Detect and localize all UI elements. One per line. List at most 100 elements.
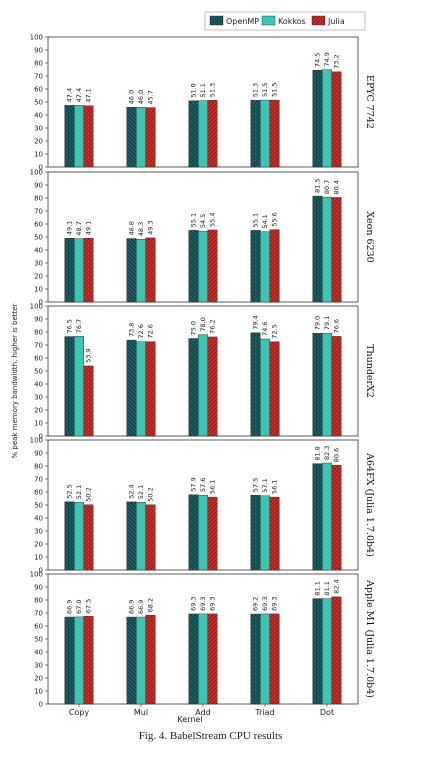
bar-value-label: 81.1 [323,581,331,595]
bar-value-label: 67.5 [85,599,93,613]
bar-julia-dot [331,336,342,437]
bar-value-label: 72.6 [137,324,145,338]
bar-value-label: 76.6 [333,319,341,333]
bar-kokkos-dot [322,462,332,571]
y-tick-label: 10 [34,687,43,695]
bar-value-label: 72.6 [147,324,155,338]
y-tick-label: 80 [34,596,43,604]
bar-julia-mul [145,341,156,437]
bar-kokkos-dot [322,196,332,303]
y-tick-label: 50 [34,367,43,375]
bar-julia-copy [83,105,94,168]
y-tick-label: 30 [34,259,43,267]
y-tick-label: 90 [34,449,43,457]
bar-openmp-copy [64,616,75,705]
x-tick-label: Dot [320,708,334,717]
y-tick-label: 80 [34,328,43,336]
bar-value-label: 78.0 [199,317,207,331]
bar-value-label: 79.0 [314,316,322,330]
bar-openmp-mul [126,238,137,303]
bar-value-label: 79.1 [323,316,331,330]
bar-kokkos-triad [260,495,270,571]
y-tick-label: 60 [34,354,43,362]
bar-value-label: 69.3 [209,596,217,610]
bar-value-label: 51.5 [271,83,279,97]
x-axis-label: Kernel [177,715,202,724]
y-tick-label: 80 [34,194,43,202]
bar-openmp-triad [250,230,261,303]
y-tick-label: 20 [34,540,43,548]
bar-kokkos-triad [260,231,270,303]
bar-value-label: 82.3 [323,446,331,460]
y-tick-label: 30 [34,527,43,535]
bar-value-label: 67.0 [75,599,83,613]
bar-julia-dot [331,465,342,571]
bar-openmp-copy [64,336,75,437]
y-tick-label: 60 [34,488,43,496]
y-tick-label: 10 [34,553,43,561]
y-tick-label: 70 [34,341,43,349]
bar-value-label: 51.3 [209,83,217,97]
bar-value-label: 69.2 [252,597,260,611]
bar-julia-add [207,613,218,705]
y-tick-label: 90 [34,181,43,189]
y-tick-label: 20 [34,137,43,145]
bar-openmp-add [188,100,199,168]
bar-value-label: 51.0 [190,83,198,97]
y-tick-label: 10 [34,150,43,158]
bar-value-label: 74.6 [261,322,269,336]
bar-kokkos-add [198,334,208,437]
bar-value-label: 81.5 [314,179,322,193]
y-tick-label: 30 [34,661,43,669]
bar-value-label: 50.2 [85,487,93,501]
bar-kokkos-mul [136,502,146,571]
bar-value-label: 57.9 [190,477,198,491]
bar-value-label: 52.1 [75,485,83,499]
bar-kokkos-copy [74,502,84,571]
bar-kokkos-add [198,494,208,571]
bar-julia-add [207,336,218,437]
y-tick-label: 70 [34,207,43,215]
bar-openmp-triad [250,613,261,705]
panel-title: ThunderX2 [364,344,375,398]
bar-value-label: 55.1 [252,213,260,227]
y-tick-label: 100 [30,302,43,310]
bar-kokkos-copy [74,238,84,303]
bar-kokkos-add [198,100,208,168]
y-tick-label: 70 [34,609,43,617]
bar-openmp-add [188,230,199,303]
y-tick-label: 60 [34,85,43,93]
bar-value-label: 75.0 [190,321,198,335]
bar-value-label: 80.4 [333,180,341,194]
bar-value-label: 51.3 [252,83,260,97]
bar-openmp-triad [250,332,261,437]
bar-openmp-mul [126,616,137,705]
y-tick-label: 0 [39,432,43,440]
bar-kokkos-dot [322,598,332,705]
bar-openmp-copy [64,237,75,303]
bar-value-label: 72.5 [271,324,279,338]
bar-kokkos-mul [136,106,146,168]
bar-value-label: 48.3 [137,222,145,236]
bar-value-label: 52.5 [66,484,74,498]
bar-julia-mul [145,504,156,571]
bar-value-label: 69.3 [190,596,198,610]
bar-kokkos-mul [136,341,146,437]
bar-value-label: 56.1 [209,480,217,494]
bar-julia-triad [269,613,280,705]
y-tick-label: 60 [34,220,43,228]
bar-value-label: 46.0 [137,90,145,104]
y-tick-label: 50 [34,635,43,643]
legend-label-julia: Julia [327,17,345,26]
bar-julia-triad [269,99,280,168]
bar-value-label: 45.7 [147,90,155,104]
panel-1: 0 10 20 30 40 50 60 70 80 90 100 49.1 48.7 49.1 48.8 48… [30,168,375,306]
bar-julia-mul [145,107,156,168]
y-tick-label: 90 [34,315,43,323]
bar-value-label: 74.5 [314,53,322,67]
x-tick-label: Add [195,708,211,717]
y-tick-label: 0 [39,700,43,708]
y-tick-label: 40 [34,246,43,254]
y-tick-label: 100 [30,33,43,41]
